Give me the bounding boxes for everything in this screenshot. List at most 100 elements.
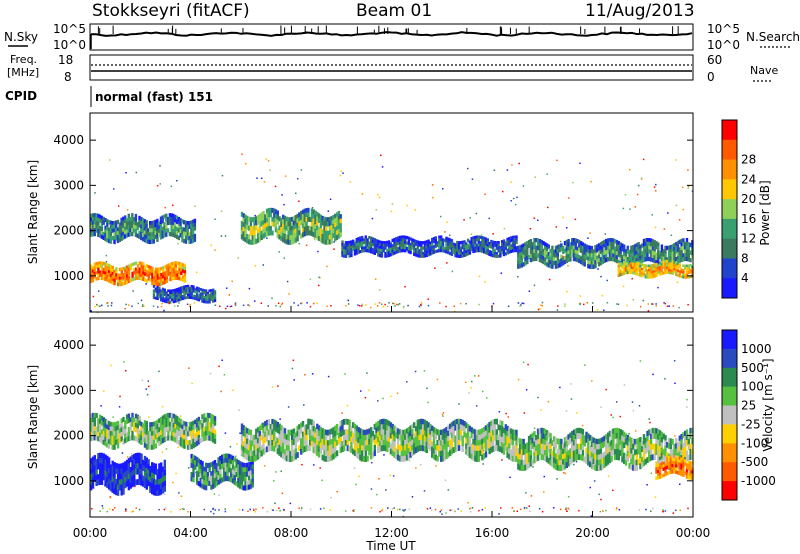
power-echo-cell [635, 270, 638, 274]
power-echo-cell [310, 226, 314, 232]
velocity-speckle [145, 388, 148, 390]
velocity-echo-cell [90, 427, 93, 433]
velocity-echo-cell [387, 436, 391, 443]
power-echo-cell [569, 249, 572, 254]
velocity-echo-cell [368, 428, 371, 435]
power-echo-cell [190, 289, 193, 293]
velocity-echo-cell [565, 441, 568, 447]
velocity-echo-cell [194, 419, 197, 425]
velocity-echo-cell [285, 455, 288, 462]
velocity-echo-cell [517, 463, 520, 470]
velocity-echo-cell [204, 485, 208, 491]
velocity-speckle [303, 404, 305, 406]
power-speckle [378, 196, 381, 199]
power-echo-cell [242, 213, 245, 219]
power-speckle [271, 297, 273, 299]
power-echo-cell [158, 295, 161, 299]
velocity-echo-cell [492, 435, 495, 442]
velocity-echo-cell [145, 434, 148, 440]
power-echo-cell [639, 274, 642, 277]
power-echo-cell [147, 271, 150, 275]
power-echo-cell [172, 217, 175, 222]
power-echo-cell [102, 267, 105, 272]
velocity-echo-cell [95, 469, 98, 476]
velocity-echo-cell [156, 419, 159, 425]
velocity-echo-cell [251, 469, 254, 474]
velocity-echo-cell [452, 420, 455, 427]
velocity-echo-cell [115, 489, 118, 496]
power-echo-cell [278, 216, 281, 222]
velocity-echo-cell [276, 448, 279, 455]
power-echo-cell [411, 241, 414, 245]
velocity-echo-cell [172, 431, 175, 437]
power-echo-cell [649, 249, 653, 254]
velocity-echo-cell [217, 457, 220, 463]
power-echo-cell [594, 248, 597, 254]
power-echo-cell [434, 244, 437, 248]
velocity-echo-cell [486, 439, 489, 446]
power-echo-cell [172, 264, 176, 268]
power-echo-cell [181, 297, 184, 301]
velocity-echo-cell [357, 432, 360, 439]
power-echo-cell [323, 221, 326, 227]
power-echo-cell [145, 238, 148, 244]
velocity-echo-cell [107, 434, 111, 440]
power-echo-cell [617, 269, 620, 273]
power-echo-cell [554, 260, 558, 265]
velocity-echo-cell [163, 423, 166, 429]
power-echo-cell [653, 265, 656, 269]
power-echo-cell [468, 243, 472, 247]
power-echo-cell [617, 244, 620, 250]
power-echo-cell [206, 296, 210, 300]
power-echo-cell [126, 274, 129, 278]
power-echo-cell [676, 262, 680, 266]
velocity-echo-cell [572, 456, 576, 462]
velocity-speckle [370, 488, 373, 490]
power-ground-speckle [193, 302, 196, 304]
velocity-echo-cell [163, 480, 166, 487]
velocity-speckle [221, 359, 223, 362]
velocity-echo-cell [343, 419, 346, 425]
power-echo-cell [676, 252, 680, 257]
velocity-echo-cell [107, 483, 111, 490]
power-echo-cell [431, 243, 434, 247]
power-echo-cell [165, 276, 169, 280]
velocity-echo-cell [301, 436, 305, 443]
power-echo-cell [132, 228, 136, 233]
velocity-echo-cell [224, 471, 227, 477]
power-echo-cell [90, 232, 93, 237]
power-echo-cell [278, 225, 281, 231]
power-echo-cell [134, 225, 138, 230]
power-echo-cell [191, 227, 195, 232]
power-echo-cell [129, 263, 132, 267]
velocity-echo-cell [176, 420, 179, 426]
power-echo-cell [90, 270, 93, 274]
power-echo-cell [117, 282, 120, 287]
velocity-echo-cell [247, 466, 251, 472]
power-echo-cell [283, 224, 287, 230]
velocity-echo-cell [536, 433, 540, 440]
power-echo-cell [126, 280, 129, 284]
velocity-echo-cell [316, 444, 319, 451]
power-echo-cell [172, 229, 175, 234]
power-echo-cell [441, 243, 445, 247]
power-echo-cell [95, 220, 98, 226]
power-speckle [132, 290, 134, 292]
power-echo-cell [387, 240, 391, 244]
velocity-echo-cell [474, 439, 477, 446]
power-speckle [442, 188, 444, 190]
velocity-echo-cell [212, 474, 215, 480]
velocity-echo-cell [147, 440, 150, 445]
velocity-echo-cell [413, 432, 416, 439]
power-echo-cell [370, 247, 373, 251]
velocity-echo-cell [454, 419, 457, 426]
power-echo-cell [140, 232, 143, 237]
velocity-echo-cell [133, 480, 136, 486]
power-echo-cell [583, 243, 586, 248]
velocity-echo-cell [610, 429, 613, 436]
velocity-echo-cell [581, 434, 585, 440]
power-echo-cell [569, 245, 572, 251]
power-echo-cell [472, 239, 475, 243]
power-echo-cell [212, 293, 215, 296]
power-echo-cell [99, 261, 102, 265]
